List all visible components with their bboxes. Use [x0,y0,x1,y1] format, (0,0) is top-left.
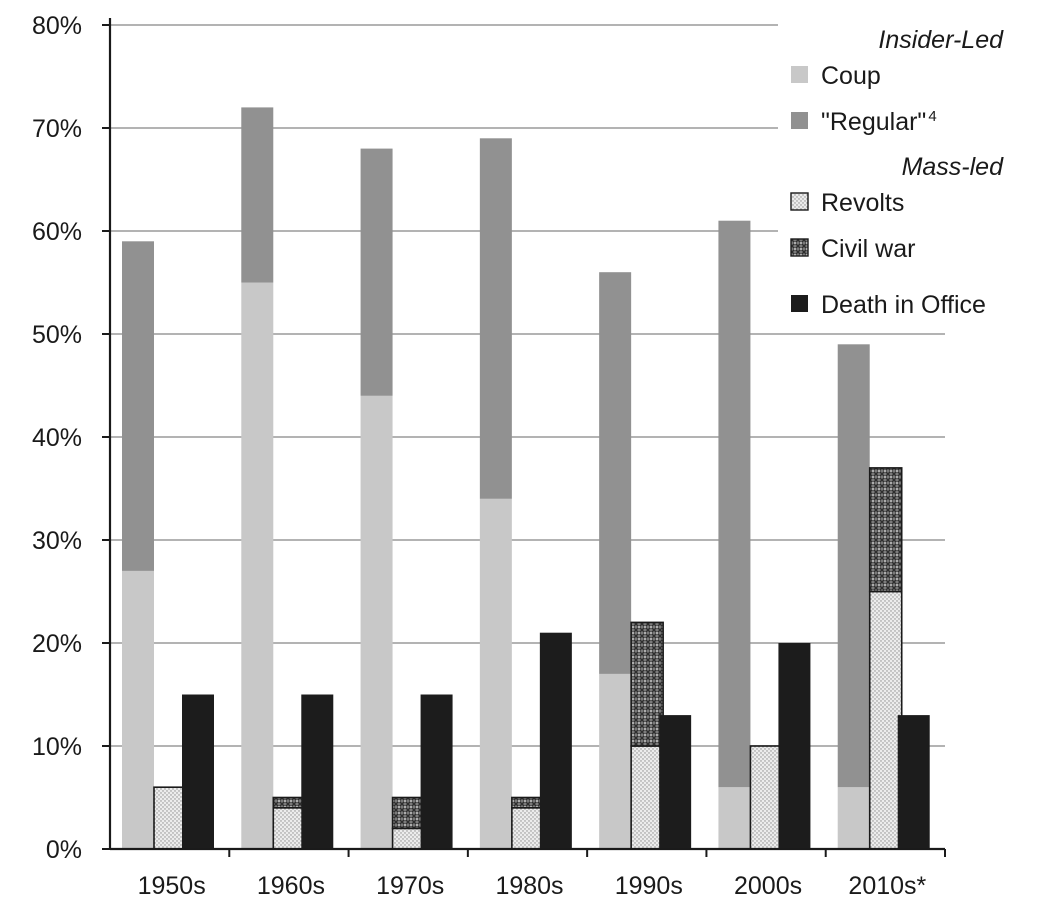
legend-swatch-death [791,295,808,312]
bar-coup-1970s [360,395,393,849]
bar-revolts-1970s [391,827,426,850]
bar-revolts-1950s [153,786,187,850]
bar-coup-1960s [241,282,274,849]
y-tick-label: 10% [32,733,82,761]
legend-label-revolts: Revolts [821,189,904,217]
x-tick-label: 1970s [376,872,444,897]
y-tick-label: 70% [32,115,82,143]
bar-death-1990s [659,715,692,849]
legend-swatch-civil_war [790,238,809,257]
y-tick-label: 50% [32,321,82,349]
axes [108,18,945,851]
y-tick-label: 20% [32,630,82,658]
bars [122,107,930,850]
legend-background [778,18,1057,330]
bar-civil_war-2010s [868,467,903,593]
y-tick-label: 60% [32,218,82,246]
x-tick-label: 1980s [495,872,563,897]
bar-revolts-1990s [630,745,664,850]
bar-regular-1950s [122,241,154,571]
x-tick-label: 1950s [138,872,206,897]
legend-swatch-coup [791,66,808,83]
bar-coup-1950s [122,570,154,849]
legend-heading: Insider-Led [878,26,1004,54]
bar-regular-1960s [241,107,274,283]
bar-coup-1980s [479,498,512,849]
bar-civil_war-1970s [391,796,426,830]
bar-revolts-2010s [868,590,903,850]
legend-label-death: Death in Office [821,291,986,319]
bar-coup-2000s [718,787,751,849]
bar-regular-2010s [837,344,870,788]
legend: Insider-Led Coup "Regular" 4 Mass-led Revolts… [778,18,1057,330]
bar-regular-1970s [360,148,393,396]
y-tick-label: 80% [32,12,82,40]
bar-regular-1990s [599,272,632,674]
bar-death-1970s [420,694,453,849]
y-tick-label: 40% [32,424,82,452]
bar-regular-2000s [718,220,751,788]
y-tick-label: 0% [46,836,82,864]
x-tick-label: 2010s* [848,872,926,897]
x-tick-label: 1960s [257,872,325,897]
bar-death-1980s [539,632,572,849]
y-axis-ticks: 0% 10% 20% 30% 40% 50% 60% 70% 80% [32,12,110,864]
legend-label-coup: Coup [821,62,881,90]
bar-coup-2010s [837,787,870,849]
bar-death-2000s [778,643,811,849]
legend-swatch-revolts [790,192,809,211]
bar-civil_war-1960s [272,796,307,809]
x-tick-label: 2000s [734,872,802,897]
legend-footnote-marker: 4 [928,108,936,125]
x-axis-ticks: 1950s 1960s 1970s 1980s 1990s 2000s 2010s* [138,849,946,897]
bar-coup-1990s [599,673,632,849]
legend-label-civil_war: Civil war [821,235,915,263]
legend-label-regular: "Regular" [821,108,926,136]
x-tick-label: 1990s [615,872,683,897]
legend-heading: Mass-led [902,153,1005,181]
bar-death-2010s [897,715,930,849]
bar-civil_war-1980s [511,796,545,809]
bar-revolts-1960s [272,806,307,850]
bar-revolts-1980s [511,806,545,850]
bar-regular-1980s [479,138,512,499]
bar-revolts-2000s [749,745,784,850]
bar-death-1950s [182,694,214,849]
bar-death-1960s [301,694,334,849]
y-tick-label: 30% [32,527,82,555]
bar-civil_war-1990s [630,621,664,747]
legend-swatch-regular [791,112,808,129]
